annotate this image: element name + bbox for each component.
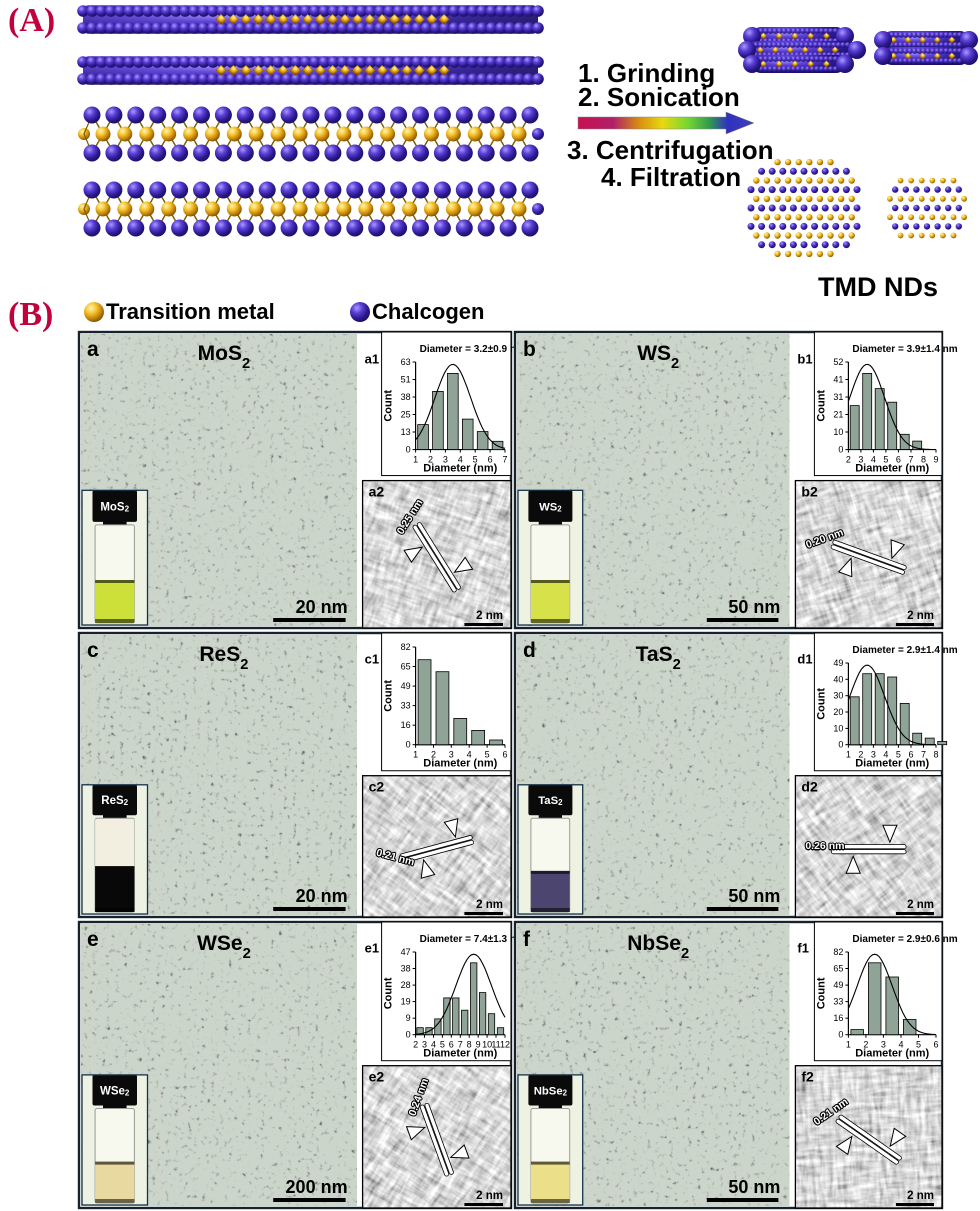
- svg-text:c: c: [87, 639, 99, 662]
- svg-text:20 nm: 20 nm: [296, 597, 348, 617]
- svg-text:Diameter (nm): Diameter (nm): [855, 463, 929, 475]
- svg-text:1: 1: [413, 750, 418, 760]
- svg-text:6: 6: [933, 1040, 938, 1050]
- svg-text:Count: Count: [815, 977, 827, 1009]
- svg-text:2 nm: 2 nm: [907, 899, 934, 911]
- svg-text:d1: d1: [797, 651, 812, 666]
- svg-text:2 nm: 2 nm: [907, 1190, 934, 1202]
- svg-text:49: 49: [833, 980, 843, 990]
- svg-text:9: 9: [933, 455, 938, 465]
- svg-text:b: b: [523, 338, 536, 361]
- svg-text:0: 0: [406, 445, 411, 455]
- svg-text:1: 1: [846, 1040, 851, 1050]
- svg-text:33: 33: [401, 701, 411, 711]
- svg-text:12: 12: [500, 1040, 510, 1050]
- svg-text:0: 0: [406, 1030, 411, 1040]
- svg-text:2 nm: 2 nm: [907, 610, 934, 622]
- svg-text:25: 25: [401, 410, 411, 420]
- svg-text:2: 2: [846, 455, 851, 465]
- svg-text:7: 7: [502, 455, 507, 465]
- svg-text:82: 82: [833, 947, 843, 957]
- svg-text:Diameter = 2.9±0.6 nm: Diameter = 2.9±0.6 nm: [852, 934, 957, 945]
- svg-text:Diameter (nm): Diameter (nm): [423, 463, 497, 475]
- svg-text:Count: Count: [815, 390, 827, 422]
- svg-text:41: 41: [833, 375, 843, 385]
- svg-text:20: 20: [833, 707, 843, 717]
- svg-text:Count: Count: [383, 680, 395, 712]
- svg-text:Diameter (nm): Diameter (nm): [855, 758, 929, 770]
- svg-text:16: 16: [401, 720, 411, 730]
- svg-text:6: 6: [502, 750, 507, 760]
- svg-text:20 nm: 20 nm: [296, 886, 348, 906]
- svg-text:50 nm: 50 nm: [728, 1177, 780, 1197]
- svg-text:47: 47: [401, 947, 411, 957]
- svg-text:63: 63: [401, 357, 411, 367]
- svg-text:e2: e2: [369, 1069, 385, 1085]
- svg-text:2: 2: [413, 1040, 418, 1050]
- svg-text:b1: b1: [797, 352, 812, 367]
- svg-text:e: e: [87, 928, 99, 951]
- svg-text:38: 38: [401, 392, 411, 402]
- svg-text:a1: a1: [365, 352, 379, 367]
- svg-text:0: 0: [838, 1030, 843, 1040]
- svg-text:Count: Count: [815, 688, 827, 720]
- svg-text:2 nm: 2 nm: [476, 610, 503, 622]
- svg-text:Diameter = 3.2±0.9 nm: Diameter = 3.2±0.9 nm: [420, 344, 525, 355]
- svg-text:200 nm: 200 nm: [286, 1177, 348, 1197]
- svg-text:Diameter (nm): Diameter (nm): [855, 1048, 929, 1060]
- svg-text:65: 65: [401, 662, 411, 672]
- svg-text:Count: Count: [383, 977, 395, 1009]
- svg-text:28: 28: [401, 980, 411, 990]
- svg-text:38: 38: [401, 964, 411, 974]
- svg-text:NbSe2: NbSe2: [534, 1086, 568, 1098]
- svg-text:f1: f1: [797, 941, 809, 956]
- svg-text:49: 49: [401, 681, 411, 691]
- svg-text:d2: d2: [801, 779, 818, 795]
- svg-text:33: 33: [833, 997, 843, 1007]
- svg-text:16: 16: [833, 1013, 843, 1023]
- svg-text:19: 19: [401, 997, 411, 1007]
- svg-text:50 nm: 50 nm: [728, 886, 780, 906]
- svg-text:49: 49: [833, 658, 843, 668]
- svg-text:82: 82: [401, 642, 411, 652]
- svg-text:0: 0: [838, 445, 843, 455]
- svg-text:52: 52: [833, 357, 843, 367]
- svg-text:Diameter (nm): Diameter (nm): [423, 1048, 497, 1060]
- svg-text:Diameter (nm): Diameter (nm): [423, 758, 497, 770]
- svg-text:f2: f2: [801, 1069, 814, 1085]
- svg-text:65: 65: [833, 964, 843, 974]
- svg-text:1: 1: [413, 455, 418, 465]
- svg-text:Diameter = 3.9±1.4 nm: Diameter = 3.9±1.4 nm: [852, 344, 957, 355]
- svg-text:a: a: [87, 338, 99, 361]
- svg-text:d: d: [523, 639, 536, 662]
- svg-text:b2: b2: [801, 484, 818, 500]
- svg-text:13: 13: [401, 427, 411, 437]
- svg-text:f: f: [523, 928, 531, 951]
- svg-text:21: 21: [833, 410, 843, 420]
- svg-text:Diameter = 7.4±1.3 nm: Diameter = 7.4±1.3 nm: [420, 934, 525, 945]
- svg-text:a2: a2: [369, 484, 385, 500]
- svg-text:Diameter = 2.9±1.4 nm: Diameter = 2.9±1.4 nm: [852, 645, 957, 656]
- svg-text:40: 40: [833, 674, 843, 684]
- svg-text:0: 0: [406, 740, 411, 750]
- svg-text:30: 30: [833, 691, 843, 701]
- svg-text:1: 1: [846, 750, 851, 760]
- svg-text:e1: e1: [365, 941, 379, 956]
- svg-text:2 nm: 2 nm: [476, 1190, 503, 1202]
- svg-text:Count: Count: [383, 390, 395, 422]
- svg-text:0: 0: [838, 740, 843, 750]
- svg-text:8: 8: [933, 750, 938, 760]
- svg-text:c1: c1: [365, 651, 379, 666]
- svg-text:10: 10: [833, 427, 843, 437]
- svg-text:9: 9: [406, 1013, 411, 1023]
- svg-text:c2: c2: [369, 779, 385, 795]
- svg-text:31: 31: [833, 392, 843, 402]
- svg-text:50 nm: 50 nm: [728, 597, 780, 617]
- svg-text:2 nm: 2 nm: [476, 899, 503, 911]
- svg-text:0.26 nm: 0.26 nm: [805, 840, 844, 852]
- svg-text:10: 10: [833, 723, 843, 733]
- svg-text:51: 51: [401, 375, 411, 385]
